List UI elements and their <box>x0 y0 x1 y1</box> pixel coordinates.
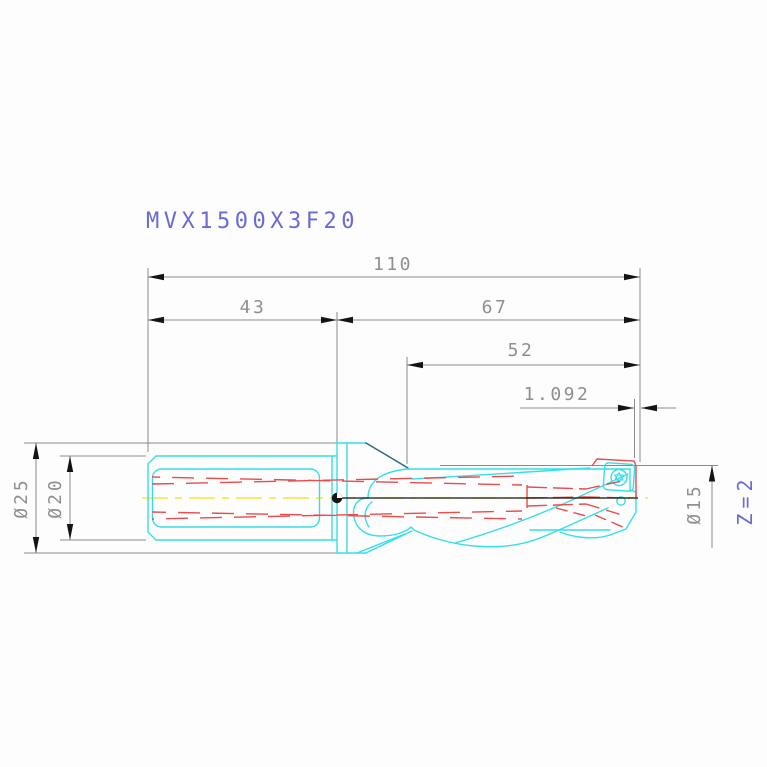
flange-chamfer <box>365 442 409 469</box>
torx-icon <box>614 474 624 483</box>
dim-point-length: 1.092 <box>520 384 676 412</box>
dim-shank-diameter-label: Ø20 <box>45 477 66 519</box>
dim-flange-diameter-label: Ø25 <box>11 477 32 519</box>
dim-cutting-diameter-label: Ø15 <box>684 483 705 525</box>
dim-shank-length-label: 43 <box>240 297 267 318</box>
coolant-outlet <box>616 496 626 506</box>
extension-lines <box>24 268 718 554</box>
dim-shank-diameter: Ø20 <box>45 456 74 540</box>
dim-point-length-label: 1.092 <box>524 384 591 405</box>
dim-flange-diameter: Ø25 <box>11 443 40 553</box>
dim-cutting-diameter: Ø15 <box>684 465 716 548</box>
dim-body-length-label: 67 <box>482 297 509 318</box>
dim-overall-length-label: 110 <box>373 254 413 275</box>
torx-icon <box>614 472 624 481</box>
dim-flute-length-label: 52 <box>508 340 535 361</box>
drill-view <box>142 442 648 554</box>
dim-shank-and-body: 43 67 <box>148 297 640 324</box>
insert-pocket <box>591 458 637 497</box>
insert <box>602 462 636 492</box>
drawing-title: MVX1500X3F20 <box>146 209 359 234</box>
origin-marker <box>331 492 343 504</box>
coolant-channels <box>151 475 631 529</box>
flute-count-label: Z=2 <box>733 474 757 525</box>
dim-overall-length: 110 <box>148 254 640 281</box>
drill-point <box>591 458 637 536</box>
insert-screw <box>610 468 628 487</box>
dim-flute-length: 52 <box>407 340 640 369</box>
